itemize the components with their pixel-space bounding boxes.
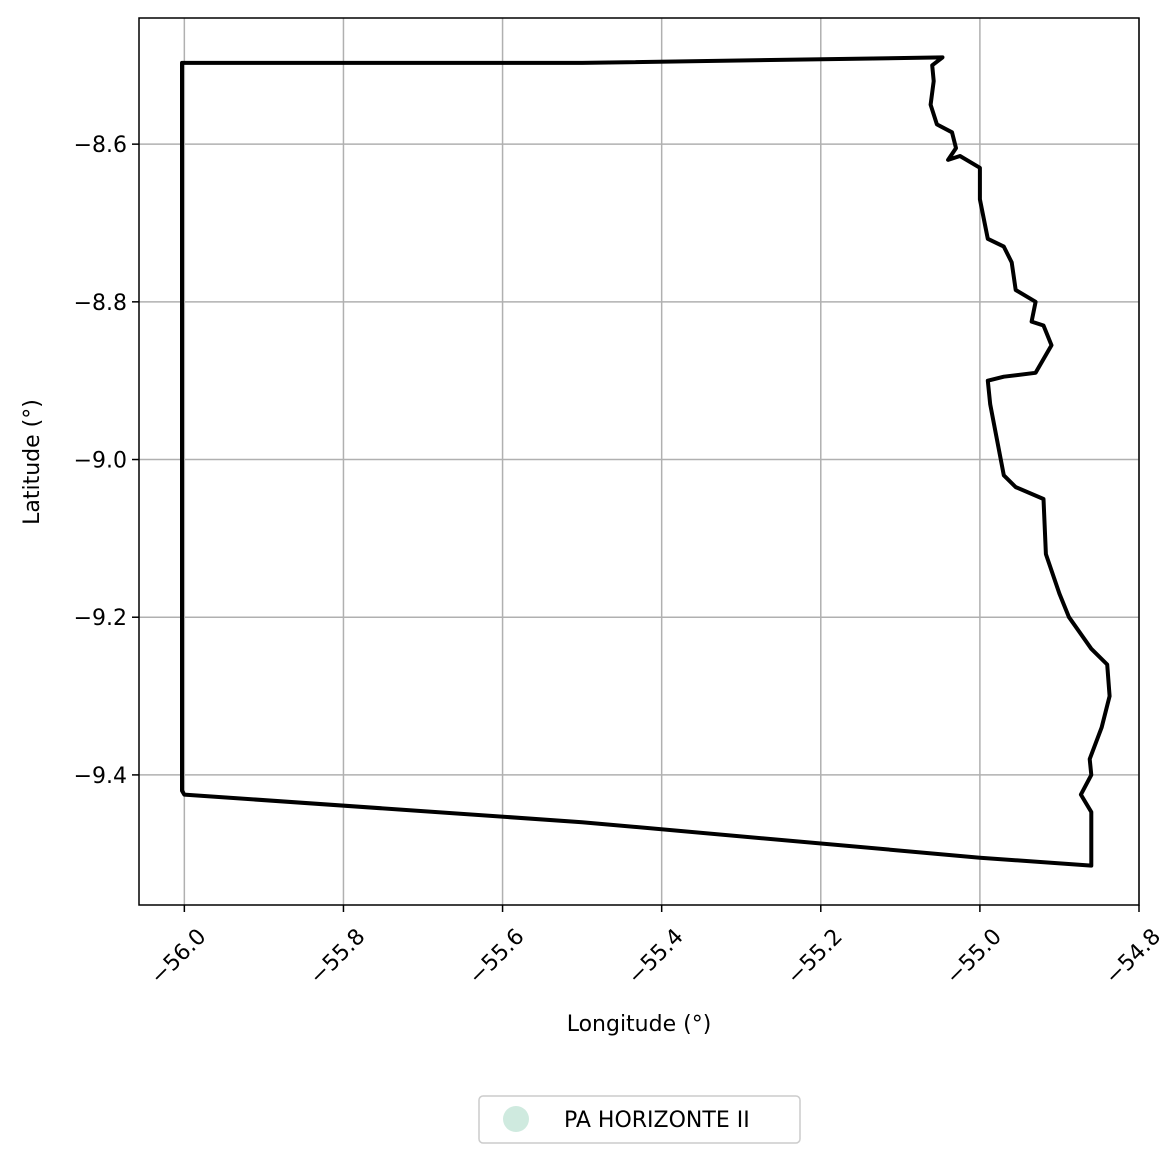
y-axis-label: Latitude (°): [20, 399, 45, 525]
y-tick-label: −9.0: [74, 449, 127, 474]
legend-box: [478, 1095, 801, 1144]
y-axis-ticks: −8.6 −8.8 −9.0 −9.2 −9.4: [74, 133, 139, 789]
x-axis-label: Longitude (°): [567, 1012, 712, 1037]
legend-label: PA HORIZONTE II: [564, 1108, 750, 1133]
y-tick-label: −9.2: [74, 606, 127, 631]
y-tick-label: −8.6: [74, 133, 127, 158]
legend: PA HORIZONTE II: [478, 1095, 801, 1144]
legend-marker-icon: [503, 1106, 529, 1132]
boundary-polygon: [180, 55, 1112, 868]
y-tick-label: −9.4: [74, 764, 127, 789]
axes-frame: [138, 17, 1140, 906]
y-tick-label: −8.8: [74, 291, 127, 316]
data-layer: [180, 55, 1112, 868]
